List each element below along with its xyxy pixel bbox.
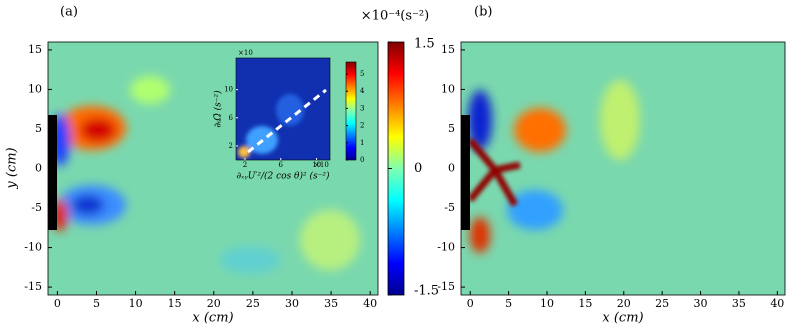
panel-label: (a) [60, 5, 78, 20]
x-tick-label: 15 [578, 297, 592, 310]
colorbar-tick-label: 1.5 [414, 37, 435, 52]
x-tick-label: 0 [467, 297, 474, 310]
colorbar-tick-label: -1.5 [414, 284, 439, 299]
y-tick-label: 5 [448, 122, 455, 135]
y-tick-label: -15 [24, 280, 42, 293]
inset-colorbar-tick-label: 5 [360, 70, 364, 78]
x-tick-label: 30 [694, 297, 708, 310]
inset-frame [235, 57, 331, 161]
x-tick-label: 25 [246, 297, 260, 310]
y-tick-label: -10 [24, 241, 42, 254]
inset-x-tick-label: 2 [243, 161, 247, 169]
inset-colorbar-tick-label: 1 [360, 139, 364, 147]
x-tick-label: 30 [285, 297, 299, 310]
x-axis-label: x (cm) [192, 311, 233, 326]
x-tick-label: 10 [540, 297, 554, 310]
x-tick-label: 40 [770, 297, 784, 310]
x-tick-label: 35 [732, 297, 746, 310]
y-tick-label: 10 [28, 82, 42, 95]
inset-scale: ×10 [238, 49, 253, 57]
inset-y-tick-label: 2 [229, 142, 233, 150]
inset-colorbar-tick-label: 3 [360, 104, 364, 112]
inset-colorbar-tick-label: 2 [360, 122, 364, 130]
x-tick-label: 0 [54, 297, 61, 310]
inset-colorbar-tick-label: 0 [360, 156, 364, 164]
y-tick-label: -10 [437, 241, 455, 254]
x-axis-label: x (cm) [602, 311, 643, 326]
x-tick-label: 5 [505, 297, 512, 310]
x-tick-label: 40 [363, 297, 377, 310]
y-tick-label: 0 [448, 162, 455, 175]
inset-y-label: ∂ₜΩ̄ (s⁻²) [213, 90, 224, 128]
x-tick-label: 35 [324, 297, 338, 310]
inset-x-tick-label: 10 [312, 161, 321, 169]
inset-x-label: ∂ₓᵧU′²/(2 cos θ)² (s⁻²) [237, 171, 330, 182]
y-axis-label: y (cm) [5, 147, 20, 189]
y-tick-label: 15 [28, 43, 42, 56]
y-tick-label: 10 [441, 82, 455, 95]
x-tick-label: 20 [617, 297, 631, 310]
x-tick-label: 20 [207, 297, 221, 310]
inset-scale: ×10 [314, 161, 329, 169]
colorbar-tick-label: 0 [414, 161, 422, 176]
inset-y-tick-label: 10 [224, 86, 233, 94]
y-tick-label: 5 [35, 122, 42, 135]
inset-y-tick-label: 6 [229, 114, 234, 122]
inset-colorbar-tick-label: 4 [360, 87, 365, 95]
inset-x-tick-label: 6 [279, 161, 284, 169]
y-tick-label: -5 [31, 201, 42, 214]
y-tick-label: -5 [444, 201, 455, 214]
x-tick-label: 25 [655, 297, 669, 310]
x-tick-label: 5 [93, 297, 100, 310]
panel-label: (b) [474, 5, 492, 20]
heatmap-b [461, 42, 785, 295]
y-tick-label: 0 [35, 162, 42, 175]
inset-heatmap [236, 58, 330, 160]
y-tick-label: 15 [441, 43, 455, 56]
inset-colorbar [345, 61, 357, 161]
x-tick-label: 10 [129, 297, 143, 310]
y-tick-label: -15 [437, 280, 455, 293]
colorbar-label: ×10⁻⁴(s⁻²) [361, 9, 429, 24]
x-tick-label: 15 [168, 297, 182, 310]
